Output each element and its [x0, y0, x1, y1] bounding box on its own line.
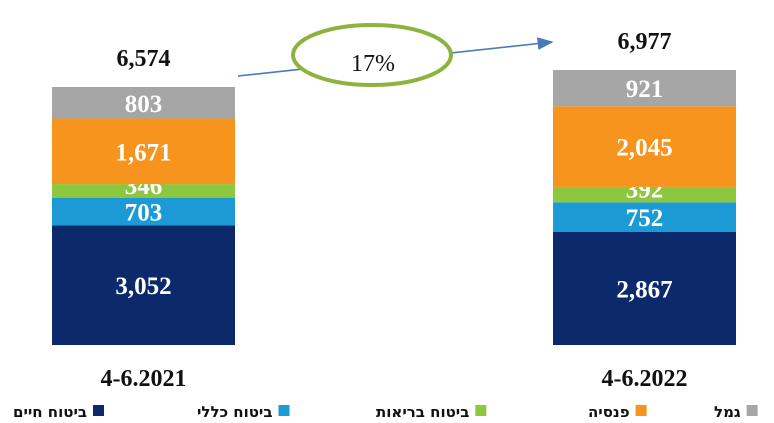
legend-item: פנסיה [588, 403, 647, 421]
legend-label: ביטוח בריאות [376, 403, 469, 421]
bar-segment [52, 118, 235, 185]
legend-label: ביטוח חיים [13, 403, 87, 421]
growth-annotation: 17% [237, 23, 554, 87]
legend-item: ביטוח בריאות [376, 403, 487, 421]
legend-item: גמל [714, 403, 758, 421]
segment-data-label: 752 [626, 205, 664, 232]
bar-segment [52, 197, 235, 226]
bars-layer: 3,0527033461,6718036,5744-6.20212,867752… [52, 29, 736, 392]
segment-data-label: 2,867 [616, 276, 672, 303]
legend-label: ביטוח כללי [197, 403, 273, 421]
segment-data-label: 3,052 [115, 273, 171, 300]
segment-data-label: 803 [125, 91, 163, 118]
legend-item: ביטוח חיים [13, 403, 105, 421]
legend-item: ביטוח כללי [197, 403, 290, 421]
segment-data-label: 2,045 [616, 135, 672, 162]
segment-data-label: 1,671 [115, 139, 171, 166]
legend-swatch [278, 405, 290, 416]
category-label: 4-6.2022 [602, 366, 688, 392]
segment-data-label: 921 [626, 76, 664, 103]
growth-label: 17% [351, 51, 395, 77]
bar-segment [553, 186, 736, 203]
legend-swatch [635, 405, 647, 416]
legend-swatch [746, 405, 758, 416]
bar-segment [52, 225, 235, 345]
legend-label: פנסיה [588, 403, 630, 421]
growth-ellipse [291, 23, 453, 87]
legend-swatch [93, 405, 105, 416]
bar-segment [52, 87, 235, 119]
bar-segment [52, 184, 235, 198]
legend: ביטוח חיים ביטוח כללי ביטוח בריאות פנסיה גמל [13, 403, 758, 421]
legend-swatch [475, 405, 487, 416]
category-label: 4-6.2021 [101, 366, 187, 392]
bar-segment [553, 202, 736, 232]
total-label: 6,977 [618, 29, 672, 55]
legend-label: גמל [714, 403, 741, 421]
bar-segment [553, 106, 736, 187]
segment-data-label: 703 [125, 199, 163, 226]
bar-segment [553, 231, 736, 345]
total-label: 6,574 [117, 46, 171, 72]
bar-segment [553, 70, 736, 107]
